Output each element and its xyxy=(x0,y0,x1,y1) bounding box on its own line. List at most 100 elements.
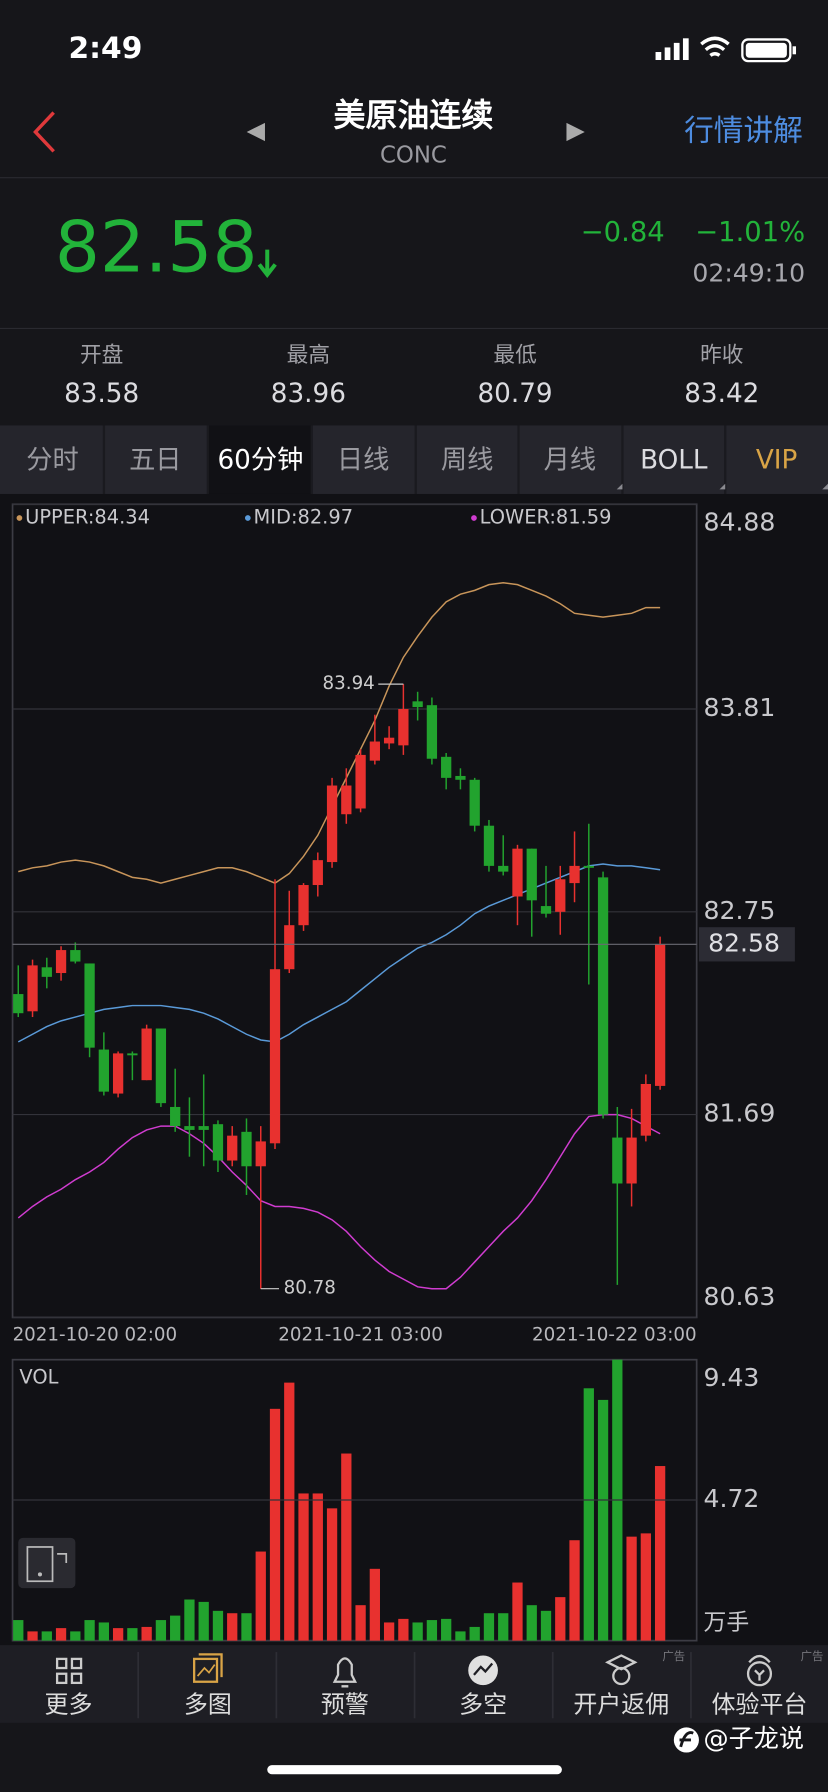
legend-dot xyxy=(16,515,23,521)
volume-bar xyxy=(412,1622,423,1641)
volume-tick-label: 9.43 xyxy=(704,1363,760,1392)
nav-label[interactable]: 开户返佣 xyxy=(573,1691,669,1719)
high-label: 83.94 xyxy=(323,673,375,694)
candle-body xyxy=(626,1137,637,1184)
tab[interactable]: 日线 xyxy=(337,445,390,475)
tab-vip[interactable]: VIP xyxy=(756,445,798,475)
volume-bar xyxy=(284,1382,295,1641)
y-tick-label: 80.63 xyxy=(704,1282,776,1311)
candle-body xyxy=(198,1126,209,1130)
nav-label[interactable]: 预警 xyxy=(321,1691,369,1719)
tab-bar xyxy=(0,425,828,494)
volume-bar xyxy=(84,1620,95,1641)
candle-body xyxy=(597,877,609,1115)
volume-bar xyxy=(98,1622,109,1641)
y-tick-label: 84.88 xyxy=(704,508,776,537)
nav-icon-more[interactable] xyxy=(55,1657,83,1685)
low-label: 80.78 xyxy=(284,1278,336,1299)
nav-icon-multi[interactable] xyxy=(193,1653,223,1683)
quote-time: 02:49:10 xyxy=(692,259,805,288)
candle-body xyxy=(84,963,95,1048)
candle-body xyxy=(70,950,81,962)
volume-bar xyxy=(483,1613,495,1641)
tab-active[interactable]: 60分钟 xyxy=(217,445,303,475)
volume-bar xyxy=(55,1628,67,1641)
volume-bar xyxy=(341,1453,352,1641)
y-tick-label: 83.81 xyxy=(704,693,776,722)
down-arrow xyxy=(257,249,277,278)
volume-bar xyxy=(426,1620,438,1641)
x-tick-label: 2021-10-21 03:00 xyxy=(278,1325,443,1346)
volume-bar xyxy=(184,1599,195,1641)
back-button[interactable] xyxy=(33,111,55,153)
candle-body xyxy=(469,779,480,826)
wifi-icon xyxy=(700,36,730,57)
tab[interactable]: 分时 xyxy=(26,445,79,475)
stat-value: 83.96 xyxy=(271,379,346,409)
volume-bar xyxy=(241,1613,252,1641)
nav-label[interactable]: 多图 xyxy=(184,1691,232,1719)
volume-bar xyxy=(640,1533,651,1641)
nav-label[interactable]: 多空 xyxy=(459,1691,507,1719)
nav-icon-trial[interactable] xyxy=(746,1654,773,1687)
candle-body xyxy=(269,969,281,1144)
title: 美原油连续 xyxy=(333,96,493,134)
prev-button[interactable] xyxy=(246,122,265,142)
explain-link[interactable]: 行情讲解 xyxy=(684,113,803,148)
candle-body xyxy=(155,1028,167,1104)
candle-body xyxy=(312,860,323,886)
next-button[interactable] xyxy=(566,122,585,142)
stat-value: 80.79 xyxy=(477,379,552,409)
volume-bar xyxy=(540,1610,552,1641)
volume-bar xyxy=(469,1626,480,1641)
candle-body xyxy=(540,906,552,914)
volume-bar xyxy=(227,1613,238,1641)
candle-body xyxy=(27,965,38,1012)
candle-body xyxy=(583,865,594,868)
volume-bar xyxy=(212,1610,224,1641)
nav-label[interactable]: 体验平台 xyxy=(712,1691,808,1719)
candle-body xyxy=(127,1053,138,1056)
tab[interactable]: 五日 xyxy=(129,445,182,475)
x-tick-label: 2021-10-20 02:00 xyxy=(13,1325,178,1346)
volume-bar xyxy=(27,1631,38,1641)
candle-body xyxy=(455,775,466,780)
volume-bar xyxy=(383,1622,395,1641)
tab[interactable]: BOLL xyxy=(640,445,708,475)
tab[interactable]: 月线 xyxy=(544,445,596,475)
nav-icon-longshort[interactable] xyxy=(468,1655,498,1686)
band-line xyxy=(17,1113,661,1290)
candle-body xyxy=(512,848,523,897)
chart-background xyxy=(0,493,828,1646)
active-tab-bg xyxy=(208,425,312,494)
last-price: 82.58 xyxy=(55,205,258,288)
candle-body xyxy=(212,1124,224,1161)
legend-label: LOWER:81.59 xyxy=(480,505,612,528)
tab[interactable]: 周线 xyxy=(441,445,494,475)
nav-icon-alert[interactable] xyxy=(332,1657,358,1688)
last-price-label: 82.58 xyxy=(708,928,780,957)
volume-bar xyxy=(441,1618,452,1641)
percent-change: −1.01% xyxy=(695,217,805,248)
legend-label: MID:82.97 xyxy=(254,505,354,528)
candle-body xyxy=(526,848,537,901)
volume-bar xyxy=(326,1508,338,1641)
volume-bar xyxy=(170,1615,181,1641)
volume-title: VOL xyxy=(19,1365,58,1388)
layout-icon[interactable] xyxy=(18,1537,76,1589)
candle-body xyxy=(227,1135,238,1161)
volume-bar xyxy=(298,1493,309,1641)
nav-icon-rebate[interactable] xyxy=(605,1654,638,1686)
nav-label[interactable]: 更多 xyxy=(45,1691,93,1719)
volume-bar xyxy=(355,1605,366,1641)
band-line xyxy=(17,863,661,1043)
stats-row: 开盘 83.58 最高 83.96 最低 80.79 昨收 83.42 xyxy=(64,343,759,409)
candle-body xyxy=(383,737,395,744)
volume-bar xyxy=(127,1628,138,1641)
candle-body xyxy=(441,756,452,778)
candle-body xyxy=(184,1126,195,1130)
ad-tag: 广告 xyxy=(662,1649,685,1663)
legend-dot xyxy=(244,515,251,521)
